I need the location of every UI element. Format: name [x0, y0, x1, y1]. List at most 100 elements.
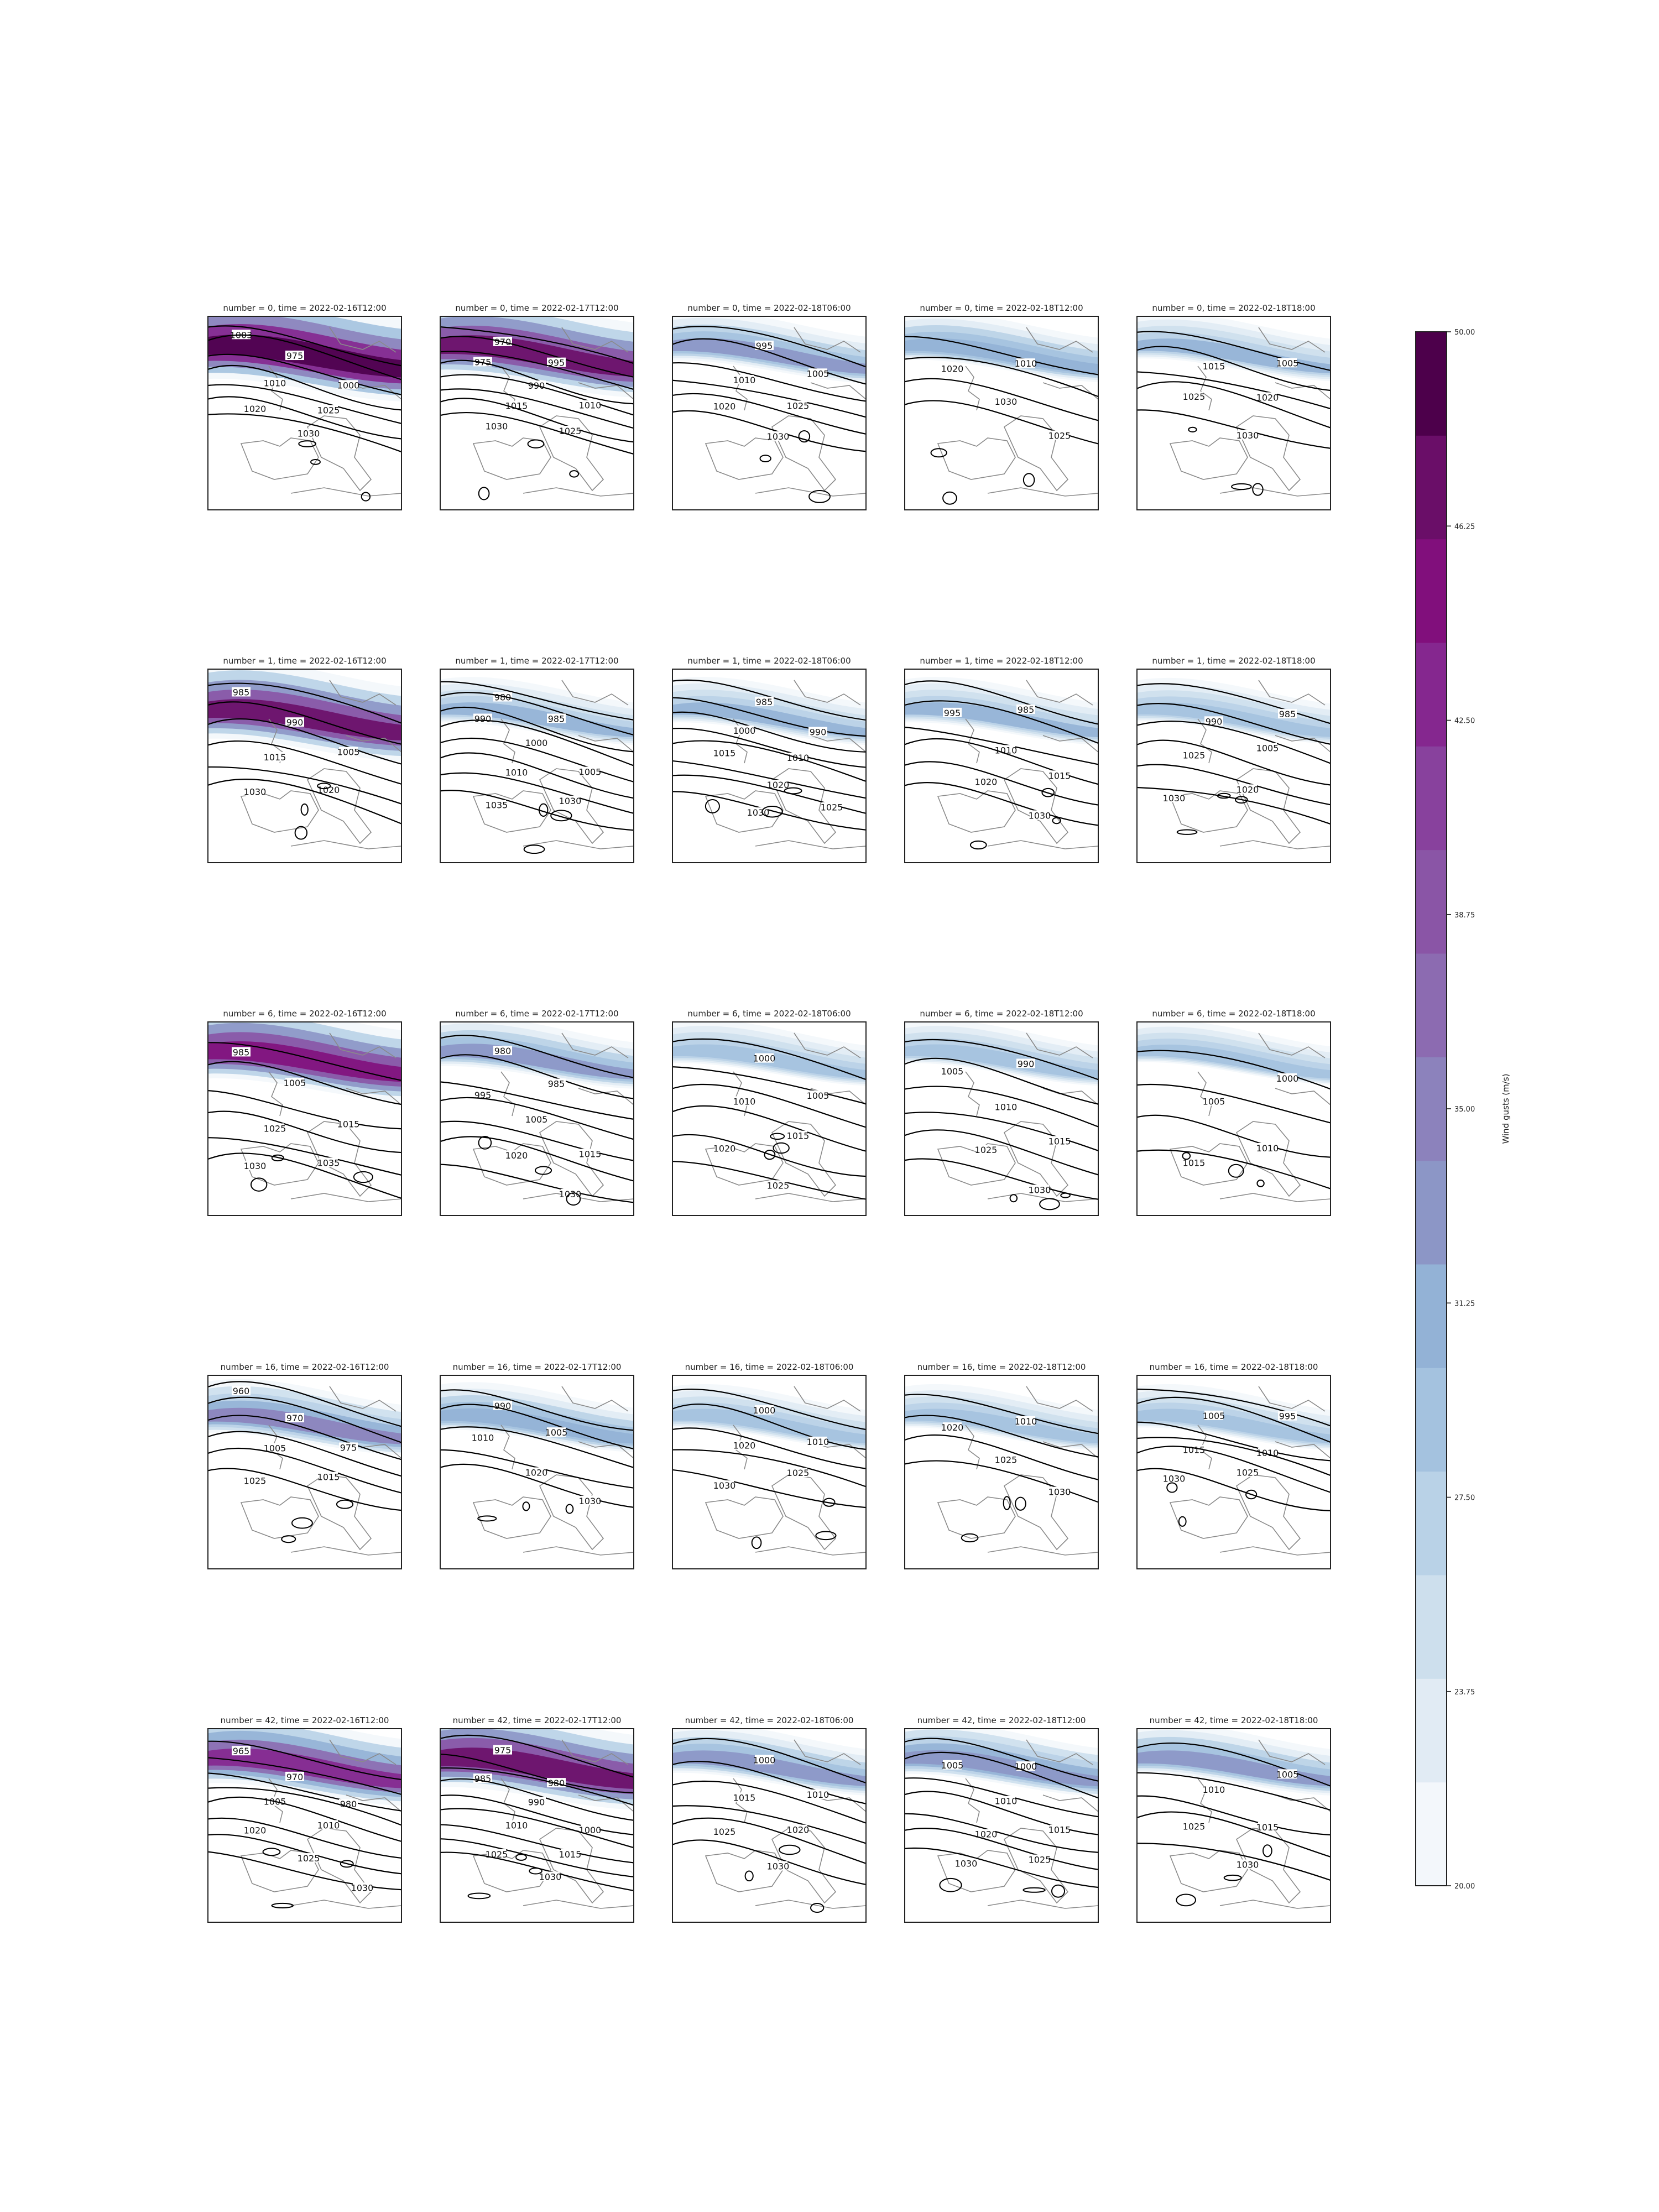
isobar-label: 1030 [1029, 1185, 1051, 1195]
isobar [1137, 1437, 1331, 1477]
isobar-label: 1015 [337, 1119, 360, 1130]
closed-isobar [1235, 796, 1248, 804]
isobar [208, 1061, 401, 1105]
isobar-label: 1025 [244, 1475, 267, 1486]
isobar-label: 1020 [941, 363, 964, 374]
isobar [208, 1740, 401, 1781]
gust-shading [440, 702, 634, 738]
coastline [965, 1425, 980, 1470]
isobar [672, 1038, 866, 1081]
map-panel: number = 16, time = 2022-02-18T12:00 1010… [904, 1362, 1099, 1569]
panel-frame [207, 1375, 402, 1569]
colorbar-tick-label: 27.50 [1454, 1494, 1475, 1503]
panel-frame [207, 316, 402, 510]
isobar-label: 1025 [317, 405, 340, 415]
closed-isobar [815, 1531, 837, 1541]
isobar-label: 1015 [1048, 1825, 1071, 1835]
isobar [905, 1129, 1098, 1176]
isobar [440, 1426, 634, 1469]
panel-title: number = 42, time = 2022-02-18T18:00 [1150, 1715, 1318, 1725]
coastline [733, 1778, 748, 1823]
isobar-label: 1005 [337, 747, 360, 758]
coastline [1235, 768, 1301, 844]
isobar-label: 1030 [1237, 430, 1259, 441]
colorbar-tick-label: 50.00 [1454, 328, 1475, 337]
coastline [755, 1900, 866, 1909]
closed-isobar [1022, 1887, 1046, 1893]
isobar-label: 985 [1018, 705, 1035, 715]
colorbar-segment [1416, 849, 1447, 954]
isobar [1137, 1811, 1331, 1858]
isobar [208, 1137, 401, 1176]
coastline [755, 1193, 866, 1202]
isobar-label: 990 [1206, 716, 1223, 727]
isobar-label: 1030 [1163, 793, 1186, 804]
isobar [440, 1449, 634, 1489]
coastline [987, 1193, 1098, 1202]
isobar [208, 1834, 401, 1875]
closed-isobar [539, 803, 549, 817]
isobar-label: 1010 [472, 1432, 494, 1443]
isobar [672, 1761, 866, 1804]
closed-isobar [1231, 483, 1252, 491]
coastline [539, 415, 604, 492]
coastline [329, 1032, 397, 1058]
closed-isobar [523, 844, 545, 854]
closed-isobar [1166, 1482, 1178, 1493]
closed-isobar [569, 470, 580, 478]
map-panel: number = 42, time = 2022-02-18T12:00 1000… [904, 1715, 1099, 1923]
closed-isobar [298, 440, 317, 447]
map-panel: number = 42, time = 2022-02-18T18:00 1005… [1136, 1715, 1331, 1923]
coastline [472, 437, 551, 480]
isobar [672, 1105, 866, 1152]
isobar [672, 1738, 866, 1784]
coastline [1275, 735, 1331, 753]
isobar [440, 1824, 634, 1864]
coastline [705, 1143, 784, 1186]
coastline [1275, 1441, 1331, 1459]
coastline [1258, 1739, 1326, 1765]
isobar-label: 1030 [579, 1496, 602, 1506]
closed-isobar [969, 840, 987, 850]
isobar-label: 1005 [1203, 1096, 1225, 1107]
panel-title: number = 1, time = 2022-02-18T18:00 [1152, 656, 1315, 666]
isobar-label: 990 [474, 713, 492, 724]
isobar [208, 766, 401, 805]
isobar-label: 1035 [317, 1157, 340, 1168]
isobar-label: 990 [810, 727, 827, 737]
closed-isobar [1060, 1192, 1071, 1198]
isobar [672, 338, 866, 385]
isobar-label: 990 [1018, 1058, 1035, 1069]
isobar [672, 1839, 866, 1885]
closed-isobar [1009, 1194, 1018, 1203]
isobar-label: 985 [548, 713, 565, 724]
coastline [1258, 327, 1326, 353]
panel-frame [904, 316, 1099, 510]
coastline [578, 382, 634, 400]
panel-frame [672, 316, 867, 510]
closed-isobar [477, 1515, 497, 1522]
isobar-label: 1000 [579, 1825, 602, 1835]
closed-isobar [798, 430, 811, 443]
isobar [440, 374, 634, 416]
isobar [208, 1396, 401, 1443]
coastline [1003, 1121, 1069, 1197]
isobar-label: 1010 [579, 400, 602, 411]
isobar-label: 1020 [975, 1829, 998, 1839]
panel-frame [904, 669, 1099, 863]
coastline [500, 718, 515, 764]
isobar-label: 1020 [317, 785, 340, 795]
closed-isobar [1039, 1198, 1060, 1211]
isobar [905, 378, 1098, 421]
isobar-label: 1005 [807, 1091, 830, 1101]
coastline [794, 327, 861, 353]
isobar-label: 1030 [767, 1861, 790, 1872]
closed-isobar [535, 1166, 552, 1175]
isobar [1137, 786, 1331, 825]
coastline [1026, 1386, 1093, 1412]
closed-isobar [550, 810, 572, 822]
isobar [1137, 764, 1331, 806]
map-panel: number = 0, time = 2022-02-17T12:0097099… [440, 303, 634, 510]
isobar-label: 1030 [1237, 1860, 1259, 1870]
coastline [771, 1121, 837, 1197]
